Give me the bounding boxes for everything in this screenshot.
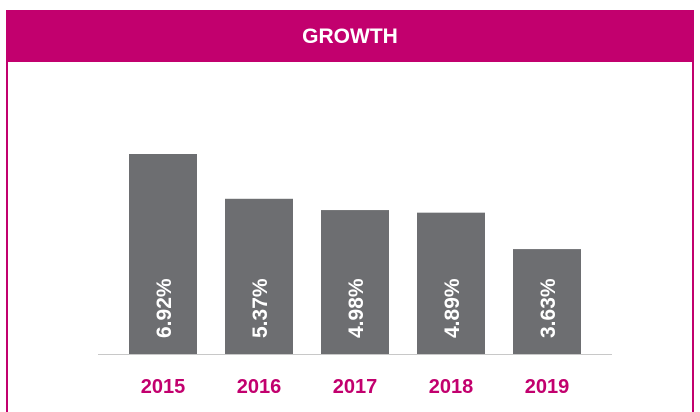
value-label: 4.89% [441,278,464,338]
bar [321,210,389,354]
header [6,10,694,62]
bar [513,249,581,354]
bar [225,198,293,354]
x-tick-label: 2017 [333,376,378,398]
value-label: 3.63% [537,278,560,338]
value-label: 5.37% [249,278,272,338]
x-tick-label: 2018 [429,376,474,398]
value-label: 6.92% [153,278,176,338]
bar [417,212,485,354]
x-tick-label: 2019 [525,376,570,398]
value-label: 4.98% [345,278,368,338]
bar [129,154,197,354]
chart-title: GROWTH [302,25,398,48]
x-tick-label: 2016 [237,376,282,398]
x-tick-label: 2015 [141,376,186,398]
